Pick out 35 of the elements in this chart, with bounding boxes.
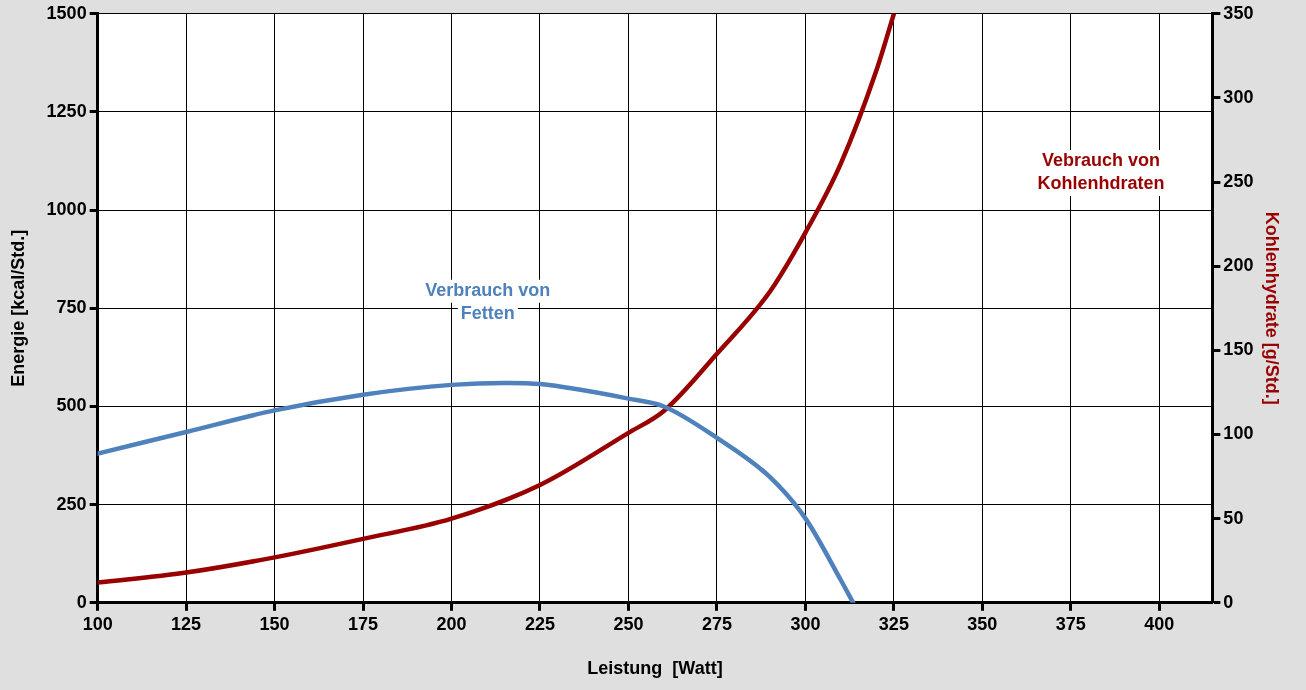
y2-tick-label: 300 [1223, 86, 1254, 107]
y2-tick-label: 350 [1223, 2, 1254, 23]
y-tick-label: 750 [56, 297, 87, 318]
line-series [97, 380, 856, 603]
line-series [97, 13, 897, 585]
x-tick-label: 300 [790, 613, 821, 634]
x-tick-label: 275 [701, 613, 732, 634]
x-tick-label: 175 [348, 613, 379, 634]
y2-tick-label: 150 [1223, 339, 1254, 360]
x-tick-label: 125 [171, 613, 202, 634]
y-tick-label: 1000 [46, 199, 87, 220]
x-tick-label: 200 [436, 613, 467, 634]
x-tick-label: 400 [1144, 613, 1175, 634]
y-tick-label: 1500 [46, 2, 87, 23]
x-tick-label: 350 [967, 613, 998, 634]
x-tick-label: 250 [613, 613, 644, 634]
y-tick-label: 500 [56, 395, 87, 416]
y2-tick-label: 0 [1223, 591, 1234, 612]
x-axis-title: Leistung [Watt] [587, 658, 723, 679]
y2-tick-label: 250 [1223, 171, 1254, 192]
x-tick-label: 150 [259, 613, 290, 634]
y-tick-label: 0 [76, 591, 87, 612]
y-axis-title: Energie [kcal/Std.] [7, 229, 28, 387]
text: Verbrauch von Fetten [425, 279, 551, 323]
y-tick-label: 250 [56, 493, 87, 514]
x-tick-label: 225 [524, 613, 556, 634]
y2-axis-title: Kohlenhydrate [g/Std.] [1262, 211, 1283, 405]
x-tick-label: 100 [82, 613, 113, 634]
text: Vebrauch von Kohlenhdraten [1037, 150, 1165, 194]
y2-tick-label: 100 [1223, 423, 1254, 444]
x-tick-label: 325 [878, 613, 909, 634]
y2-tick-label: 50 [1223, 507, 1244, 528]
x-tick-label: 375 [1055, 613, 1086, 634]
y2-tick-label: 200 [1223, 255, 1254, 276]
y-tick-label: 1250 [46, 100, 87, 121]
